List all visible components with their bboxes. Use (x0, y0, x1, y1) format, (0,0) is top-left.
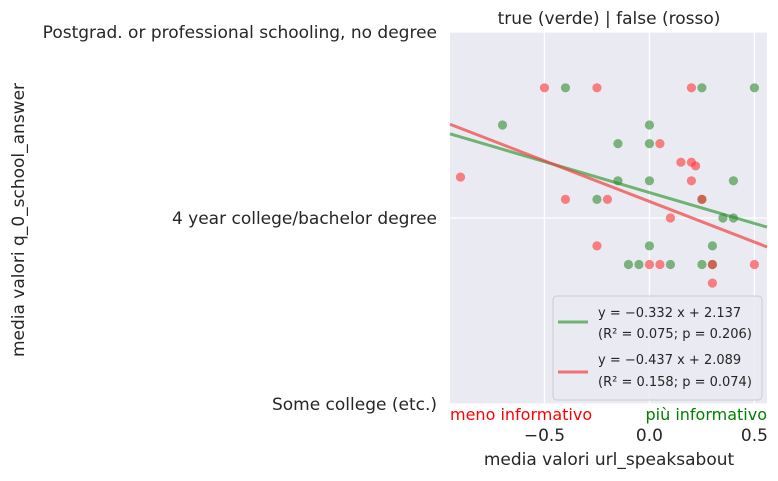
x-tick-label: 0.5 (741, 426, 768, 446)
legend: y = −0.332 x + 2.137 (R² = 0.075; p = 0.… (552, 295, 763, 401)
annotation-piu-informativo: più informativo (646, 405, 768, 424)
legend-equation-green: y = −0.332 x + 2.137 (598, 306, 741, 321)
y-axis-label: media valori q_0_school_answer (9, 83, 29, 357)
data-point-green (644, 120, 655, 130)
regression-line-red (449, 122, 768, 249)
grid-lines (450, 31, 767, 405)
data-point-red (686, 83, 697, 93)
annotation-meno-informativo: meno informativo (450, 405, 592, 424)
data-point-red (707, 278, 718, 288)
legend-stats-red: (R² = 0.158; p = 0.074) (598, 375, 752, 390)
data-point-red (455, 172, 466, 182)
y-tick-labels: Some college (etc.) 4 year college/bachel… (43, 23, 437, 415)
data-point-green (728, 176, 739, 186)
data-point-green (497, 120, 508, 130)
regression-lines (449, 122, 768, 249)
data-point-green (592, 194, 602, 204)
legend-box (552, 295, 763, 401)
chart-title: true (verde) | false (rosso) (498, 9, 721, 29)
data-point-red (655, 139, 665, 149)
data-point-green (697, 83, 707, 93)
data-point-green (560, 83, 571, 93)
data-point-red (592, 83, 602, 93)
x-tick-label: 0.0 (636, 426, 663, 446)
data-point-red (707, 259, 718, 270)
x-axis-label: media valori url_speaksabout (484, 450, 735, 470)
regression-line-green (449, 132, 768, 229)
y-tick-label: Some college (etc.) (272, 395, 437, 415)
data-point-green (644, 176, 655, 186)
data-point-green (634, 259, 644, 270)
y-tick-label: Postgrad. or professional schooling, no … (43, 23, 437, 43)
data-point-red (592, 241, 602, 251)
data-point-red (676, 157, 686, 167)
data-point-red (560, 194, 571, 204)
legend-stats-green: (R² = 0.075; p = 0.206) (598, 327, 752, 342)
data-point-red (644, 259, 655, 270)
data-point-green (613, 139, 623, 149)
data-point-red (697, 194, 707, 204)
data-point-green (644, 241, 655, 251)
data-point-green (697, 259, 707, 270)
x-tick-labels: −0.5 0.0 0.5 (524, 426, 768, 446)
data-point-green (707, 241, 718, 251)
data-point-green (728, 213, 739, 223)
data-point-green (644, 139, 655, 149)
data-point-red (749, 259, 760, 270)
legend-equation-red: y = −0.437 x + 2.089 (598, 353, 741, 368)
data-point-green (749, 83, 760, 93)
data-point-red (686, 176, 697, 186)
data-point-green (623, 259, 634, 270)
data-point-green (665, 259, 676, 270)
y-tick-label: 4 year college/bachelor degree (172, 209, 437, 229)
data-point-green (613, 176, 623, 186)
data-point-red (539, 83, 550, 93)
data-point-red (602, 194, 613, 204)
data-point-green (718, 213, 728, 223)
data-points (455, 83, 760, 288)
x-tick-label: −0.5 (524, 426, 565, 446)
data-point-red (665, 213, 676, 223)
data-point-red (691, 161, 701, 171)
data-point-red (655, 259, 665, 270)
